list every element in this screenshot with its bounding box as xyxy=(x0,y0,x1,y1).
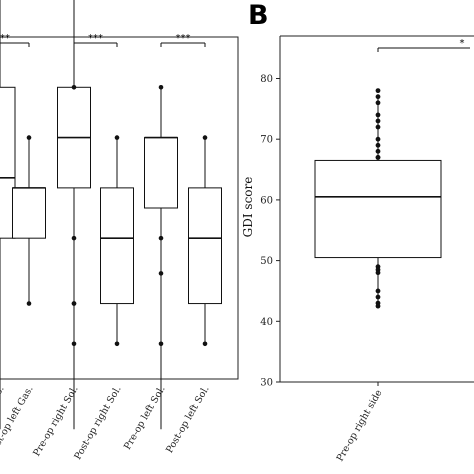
point-2-0 xyxy=(71,84,77,90)
box-rect-0 xyxy=(0,86,16,239)
whisker-end-1 xyxy=(26,135,32,140)
category-label-2: Pre-op right Sol. xyxy=(31,384,80,458)
panel-a-category-labels: Gas.Post-op left Gas.Pre-op right Sol.Po… xyxy=(0,384,212,462)
category-label-3: Post-op right Sol. xyxy=(72,384,123,462)
panel-b-significance: * xyxy=(377,38,470,52)
point-4-0 xyxy=(158,235,164,241)
category-label-0: Gas. xyxy=(0,384,7,408)
y-tick-label-2: 50 xyxy=(260,256,273,267)
point-4-1 xyxy=(158,271,164,276)
box-4 xyxy=(144,84,178,430)
sig-label-1: *** xyxy=(88,33,103,44)
panel-a-frame xyxy=(0,36,239,380)
panel-b-y-axis-label: GDI score xyxy=(241,177,255,238)
panel-a-boxes xyxy=(0,0,222,430)
y-tick-label-1: 40 xyxy=(260,317,273,328)
whisker-end-3 xyxy=(114,341,120,347)
box-rect-5 xyxy=(188,187,222,305)
data-point-6 xyxy=(375,136,381,142)
data-point-2 xyxy=(375,100,381,106)
box-0 xyxy=(0,0,16,430)
data-point-4 xyxy=(375,118,381,124)
data-point-7 xyxy=(375,142,381,148)
y-tick-label-3: 60 xyxy=(260,195,273,206)
y-tick-label-0: 30 xyxy=(260,378,273,389)
whisker-end-1 xyxy=(26,301,32,306)
data-point-3 xyxy=(375,112,381,118)
data-point-8 xyxy=(375,148,381,154)
whisker-end-5 xyxy=(202,341,208,347)
data-point-5 xyxy=(375,124,381,130)
box-5 xyxy=(188,135,222,347)
y-tick-label-4: 70 xyxy=(260,135,273,146)
y-tick-label-5: 80 xyxy=(260,74,273,85)
panel-b-letter: B xyxy=(248,0,269,31)
panel-a-significance: *** *** *** xyxy=(0,33,206,47)
data-point-0 xyxy=(375,88,381,94)
data-point-13 xyxy=(375,270,381,276)
panel-b-category-labels: Pre-op right side xyxy=(335,382,385,463)
sig-label-0: *** xyxy=(0,33,10,44)
point-2-1 xyxy=(71,235,77,241)
data-point-1 xyxy=(375,94,381,100)
point-2-4 xyxy=(71,341,77,347)
box-1 xyxy=(12,135,46,306)
box-rect-4 xyxy=(144,137,178,209)
sig-label: * xyxy=(460,38,465,49)
panel-b: B 30 40 50 60 70 80 GDI score * Pre-op right … xyxy=(241,0,474,463)
panel-b-boxes xyxy=(314,88,442,309)
panel-a: *** *** *** Gas.Post-op left Gas.Pre-op ri… xyxy=(0,0,239,462)
sig-label-2: *** xyxy=(176,33,191,44)
box-rect xyxy=(314,159,442,259)
box-2 xyxy=(57,0,91,430)
data-point-14 xyxy=(375,288,381,294)
box-rect-1 xyxy=(12,187,46,239)
whisker-end-5 xyxy=(202,135,208,140)
point-2-3 xyxy=(71,301,77,306)
category-label-5: Post-op left Sol. xyxy=(164,384,211,455)
whisker-end-3 xyxy=(114,135,120,140)
box-3 xyxy=(100,135,134,347)
category-label-b-0: Pre-op right side xyxy=(335,388,385,464)
data-point-10 xyxy=(375,155,381,160)
data-point-17 xyxy=(375,303,381,309)
point-4-2 xyxy=(158,341,164,347)
panel-b-y-ticks: 30 40 50 60 70 80 xyxy=(260,74,280,389)
category-label-1: Post-op left Gas. xyxy=(0,384,36,458)
data-point-15 xyxy=(375,294,381,300)
box-rect-3 xyxy=(100,187,134,305)
whisker-end-4 xyxy=(158,84,164,90)
